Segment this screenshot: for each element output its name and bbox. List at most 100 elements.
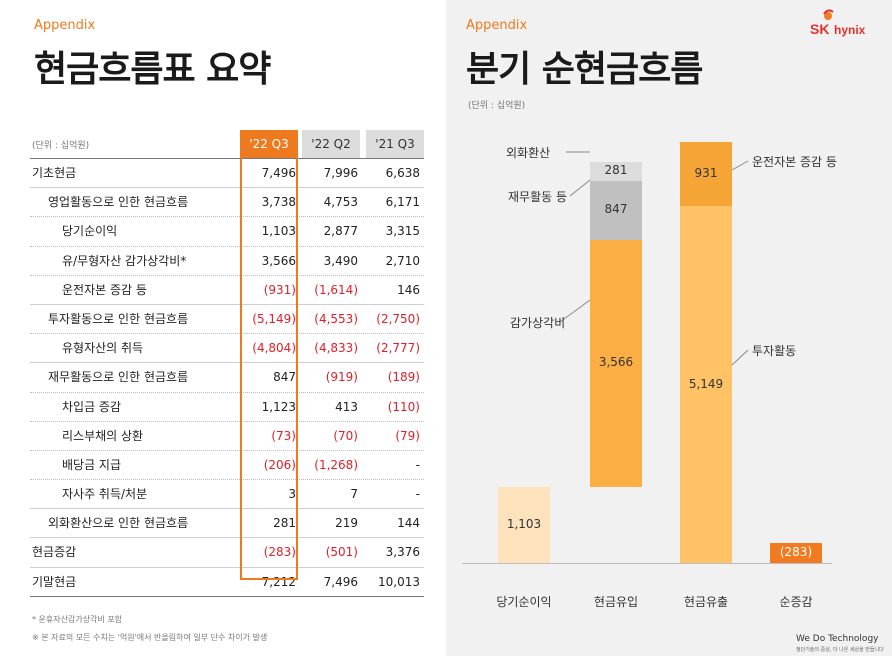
cell-value: (206) <box>263 457 296 472</box>
cell-value: 10,013 <box>378 574 420 589</box>
category-label: 현금유출 <box>683 595 729 609</box>
cell-value: (4,553) <box>314 311 358 326</box>
data-label: 931 <box>694 166 718 181</box>
table-row: 차입금 증감 1,123 413 (110) <box>30 393 424 422</box>
row-label: 외화환산으로 인한 현금흐름 <box>48 516 189 531</box>
cell-value: (283) <box>263 545 296 560</box>
chart-bar <box>770 543 822 563</box>
cell-value: (73) <box>271 428 296 443</box>
table-row: 현금증감 (283) (501) 3,376 <box>30 538 424 568</box>
data-label: 5,149 <box>688 376 724 391</box>
category-label: 순증감 <box>779 595 813 609</box>
footnote: ※ 본 자료의 모든 수치는 '억원'에서 반올림하여 일부 단수 차이가 발생 <box>32 633 268 642</box>
cell-value: (5,149) <box>252 311 296 326</box>
cell-value: (2,750) <box>376 311 420 326</box>
row-label: 차입금 증감 <box>62 399 122 414</box>
row-label: 영업활동으로 인한 현금흐름 <box>48 195 189 210</box>
chart-bar <box>680 142 732 207</box>
row-label: 기초현금 <box>32 166 77 180</box>
cell-value: 4,753 <box>323 195 358 210</box>
callout-label: 투자활동 <box>752 344 797 358</box>
cell-value: 3,490 <box>323 253 358 268</box>
appendix-label: Appendix <box>466 18 528 33</box>
table-row: 자사주 취득/처분 3 7 - <box>30 480 424 510</box>
data-label: 847 <box>604 202 628 217</box>
callout-line <box>731 349 749 366</box>
table-row: 투자활동으로 인한 현금흐름 (5,149) (4,553) (2,750) <box>30 305 424 335</box>
column-header: '22 Q3 <box>240 130 298 158</box>
left-panel: Appendix 현금흐름표 요약 (단위 : 십억원) '22 Q3 '22 … <box>30 18 424 642</box>
cell-value: 6,638 <box>385 166 420 180</box>
cell-value: 281 <box>273 516 296 531</box>
cell-value: 144 <box>397 516 420 531</box>
cell-value: 7,996 <box>323 166 358 180</box>
cell-value: 3 <box>288 487 296 502</box>
chart-baseline <box>462 563 832 564</box>
row-label: 투자활동으로 인한 현금흐름 <box>48 311 189 326</box>
category-label: 당기순이익 <box>496 595 552 609</box>
cell-value: (2,777) <box>376 341 420 356</box>
chart-bar <box>590 239 642 487</box>
column-header: '21 Q3 <box>366 130 424 158</box>
chart-bar <box>590 181 642 240</box>
row-label: 유/무형자산 감가상각비* <box>62 253 187 268</box>
table-row: 기초현금 7,496 7,996 6,638 <box>30 159 424 189</box>
table-row: 재무활동으로 인한 현금흐름 847 (919) (189) <box>30 363 424 393</box>
table-row: 운전자본 증감 등 (931) (1,614) 146 <box>30 276 424 305</box>
cell-value: - <box>415 487 420 502</box>
cell-value: 7 <box>350 487 358 502</box>
row-label: 운전자본 증감 등 <box>62 282 147 297</box>
cell-value: 413 <box>335 399 358 414</box>
cell-value: 847 <box>273 370 296 385</box>
cell-value: (110) <box>387 399 420 414</box>
cell-value: 2,877 <box>323 224 358 239</box>
callout-label: 감가상각비 <box>510 316 566 330</box>
footnote: * 운휴자산감가상각비 포함 <box>32 615 123 624</box>
sk-hynix-logo: SK hynix <box>806 8 876 38</box>
cell-value: (1,614) <box>314 282 358 297</box>
table-row: 영업활동으로 인한 현금흐름 3,738 4,753 6,171 <box>30 188 424 218</box>
table-row: 유형자산의 취득 (4,804) (4,833) (2,777) <box>30 334 424 364</box>
page-title: 현금흐름표 요약 <box>34 49 271 90</box>
cell-value: - <box>415 457 420 472</box>
cell-value: (79) <box>395 428 420 443</box>
appendix-label: Appendix <box>34 18 96 33</box>
table-row: 배당금 지급 (206) (1,268) - <box>30 451 424 481</box>
category-label: 현금유입 <box>593 595 639 609</box>
chart-title: 분기 순현금흐름 <box>466 49 703 90</box>
tagline-sub: 첨단기술의 중심, 더 나은 세상을 만듭니다 <box>796 647 884 653</box>
table-row: 당기순이익 1,103 2,877 3,315 <box>30 217 424 247</box>
tagline: We Do Technology <box>796 634 879 644</box>
cell-value: 2,710 <box>385 253 420 268</box>
callout-label: 재무활동 등 <box>508 190 568 204</box>
callout-line <box>731 160 749 171</box>
cell-value: 1,123 <box>261 399 296 414</box>
chart-bar <box>590 161 642 182</box>
row-label: 자사주 취득/처분 <box>62 487 148 502</box>
callout-label: 운전자본 증감 등 <box>752 155 837 169</box>
cell-value: 219 <box>335 516 358 531</box>
data-label: 281 <box>604 163 628 178</box>
table-row: 유/무형자산 감가상각비* 3,566 3,490 2,710 <box>30 247 424 276</box>
cell-value: (919) <box>325 370 358 385</box>
cell-value: (4,804) <box>252 341 296 356</box>
data-label: 3,566 <box>598 355 634 370</box>
chart-bar <box>498 486 550 563</box>
chart-bar <box>680 206 732 563</box>
row-label: 유형자산의 취득 <box>62 341 144 356</box>
cell-value: 3,315 <box>385 224 420 239</box>
row-label: 리스부채의 상환 <box>62 428 144 443</box>
cell-value: 3,566 <box>261 253 296 268</box>
cell-value: 3,738 <box>261 195 296 210</box>
cell-value: (501) <box>325 545 358 560</box>
row-label: 배당금 지급 <box>62 457 122 472</box>
cell-value: (1,268) <box>314 457 358 472</box>
cashflow-table: (단위 : 십억원) '22 Q3 '22 Q2 '21 Q3 기초현금 7,49… <box>30 130 424 597</box>
table-row: 리스부채의 상환 (73) (70) (79) <box>30 422 424 451</box>
unit-label: (단위 : 십억원) <box>468 101 526 111</box>
row-label: 당기순이익 <box>62 224 118 239</box>
svg-text:hynix: hynix <box>834 23 866 37</box>
column-header: '22 Q2 <box>302 130 360 158</box>
callout-line <box>569 179 591 197</box>
